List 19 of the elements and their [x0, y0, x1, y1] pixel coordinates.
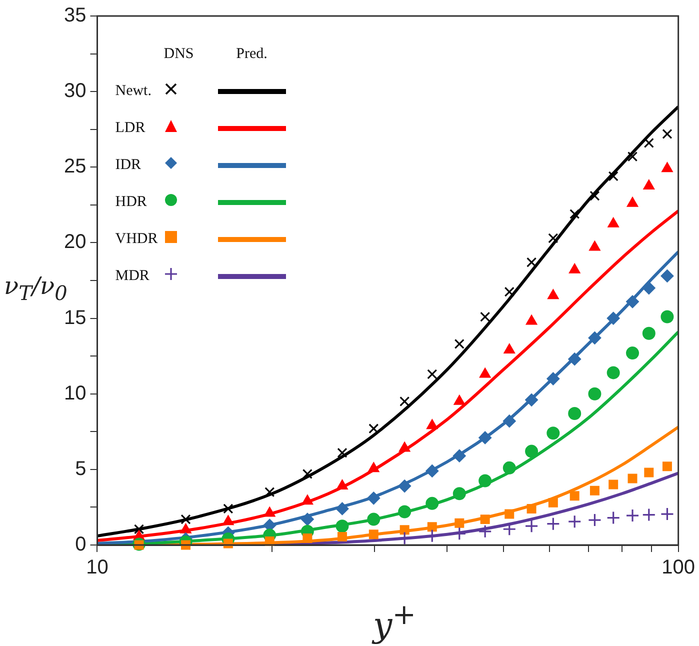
y-tick-label: 5: [75, 458, 86, 480]
legend-label: MDR: [115, 267, 150, 286]
y-axis-title: ν$_{T}$/ν$_{0}$: [4, 272, 68, 305]
annotation: Pred.: [235, 45, 268, 64]
x-axis-title: y$^{+}$: [370, 598, 417, 646]
y-tick-label: 10: [64, 382, 86, 404]
y-tick-label: 20: [64, 231, 86, 254]
y-tick-label: 35: [64, 4, 86, 27]
legend-label: LDR: [115, 119, 146, 138]
y-tick-label: 30: [64, 80, 86, 102]
y-tick-label: 25: [64, 156, 86, 178]
legend-label: Newt.: [115, 82, 152, 101]
legend-label: VHDR: [115, 230, 159, 249]
annotation: DNS: [162, 45, 195, 64]
y-tick-label: 15: [64, 306, 86, 329]
legend-label: IDR: [115, 156, 142, 175]
x-tick-label: 100: [662, 556, 696, 579]
y-tick-label: 0: [75, 534, 86, 556]
legend-label: HDR: [115, 193, 148, 212]
